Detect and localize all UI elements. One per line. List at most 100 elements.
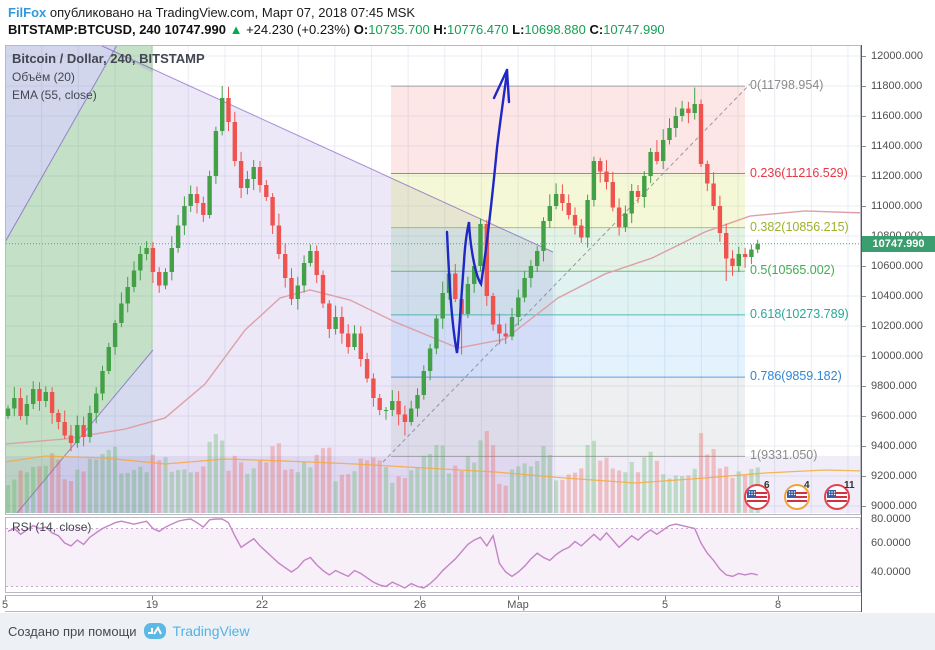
volume-bar [535,461,540,513]
volume-bar [75,469,80,513]
volume-bar [283,469,288,513]
volume-bar [251,468,256,513]
price-tick-label: 9600.000 [871,410,917,422]
volume-bar [352,471,357,513]
event-count: 11 [844,480,855,491]
candle-body [648,152,653,176]
volume-bar [629,462,634,513]
price-tick-mark [862,266,866,267]
candle-body [679,108,685,116]
candle-body [585,200,590,238]
candle-body [270,197,275,226]
volume-bar [138,466,143,513]
candle-body [490,296,496,325]
last-price: 10747.990 [164,22,226,37]
candle-body [308,251,313,263]
candle-body [119,303,124,323]
time-tick-label: 5 [661,599,669,611]
candle-body [106,347,111,371]
volume-bar [201,466,206,513]
candle-body [717,206,723,233]
candle-body [339,317,345,334]
price-tick-label: 9800.000 [871,380,917,392]
candle-body [541,221,546,251]
below-one-band [6,456,860,513]
main-chart-canvas[interactable] [6,46,860,514]
open-value: 10735.700 [368,22,430,37]
rsi-canvas[interactable] [6,518,860,592]
candle-body [654,152,660,161]
candle-body [503,333,508,337]
volume-bar [673,475,678,513]
candle-body [24,404,30,416]
volume-bar [87,458,92,513]
candle-body [182,206,187,226]
candle-body [396,401,401,415]
volume-bar [377,460,382,513]
main-chart-pane[interactable] [5,45,861,515]
candle-body [213,131,219,176]
candle-body [125,287,130,304]
price-tick-label: 10400.000 [871,290,923,302]
candle-body [509,317,515,337]
volume-bar [610,468,615,513]
fib-level-label: 0.786(9859.182) [750,369,842,384]
price-tick-label: 9200.000 [871,470,917,482]
candle-body [43,392,48,401]
volume-bar [213,434,218,513]
volume-bar [320,448,326,513]
price-axis[interactable]: 12000.000 11800.000 11600.000 11400.000 1120… [861,45,935,612]
volume-bar [383,467,389,513]
volume-bar [572,472,578,513]
candle-body [194,194,200,203]
volume-bar [169,471,174,513]
volume-bar [503,485,508,513]
low-label: L: [512,22,525,37]
time-axis[interactable]: 5 19 22 26 Мар 5 8 [2,595,861,612]
volume-bar [453,465,458,513]
candle-body [352,333,357,347]
volume-bar [194,471,200,513]
time-tick-label: 5 [1,599,9,611]
volume-bar [541,446,546,513]
candle-body [711,183,716,206]
candle-body [497,324,502,334]
volume-bar [81,471,86,513]
volume-bar [264,462,269,513]
volume-bar [547,455,552,513]
candle-body [686,108,691,113]
candle-body [163,272,168,286]
volume-bar [131,469,137,513]
economic-event-flag-icon[interactable] [824,484,850,510]
volume-bar [434,445,439,513]
fib-level-label: 1(9331.050) [750,448,818,463]
candle-body [6,408,11,416]
volume-bar [472,462,477,513]
rsi-line [7,518,758,589]
candle-body [112,323,118,347]
candle-body [427,348,433,371]
volume-bar [654,460,659,513]
economic-event-flag-icon[interactable] [744,484,770,510]
candle-body [358,333,363,359]
fib-level-label: 0.618(10273.789) [750,306,849,321]
price-tick-mark [862,446,866,447]
candle-body [314,251,319,275]
last-price-badge: 10747.990 [862,235,935,252]
candle-body [207,176,212,215]
time-tick-label: Мар [507,599,529,611]
volume-bar [144,472,149,513]
candle-body [616,207,622,227]
price-tick-label: 11400.000 [871,140,923,152]
price-tick-mark [862,386,866,387]
volume-bar [106,449,111,513]
price-tick-mark [862,176,866,177]
volume-bar [43,465,48,513]
time-tick-label: 19 [145,599,159,611]
candle-body [553,194,559,206]
economic-event-flag-icon[interactable] [784,484,810,510]
rsi-pane[interactable] [5,517,861,593]
candle-body [673,116,678,128]
tradingview-link[interactable]: TradingView [172,623,250,639]
volume-bar [509,469,515,513]
